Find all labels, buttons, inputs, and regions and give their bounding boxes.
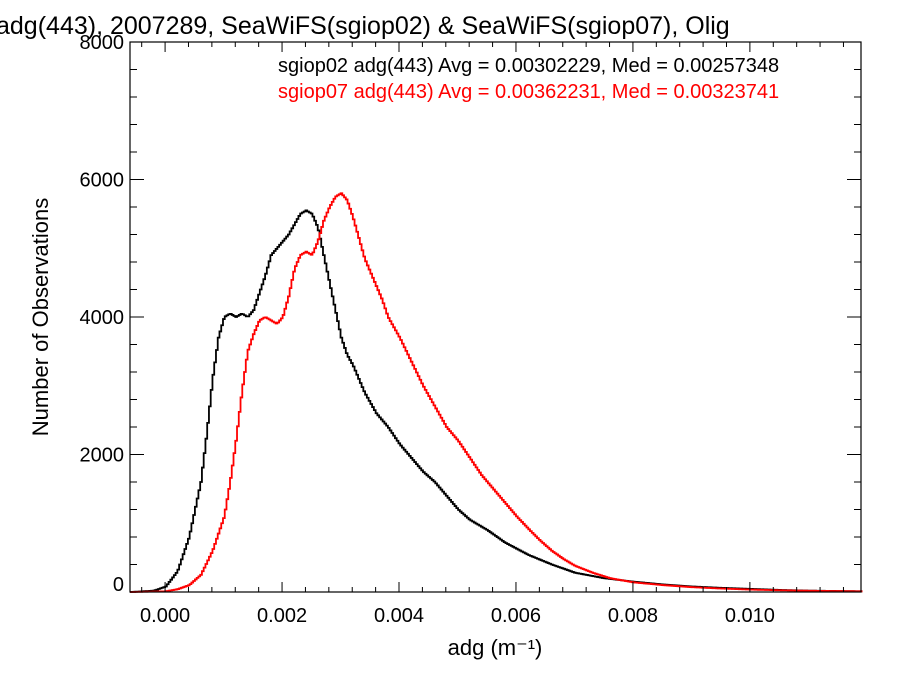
chart-title: adg(443), 2007289, SeaWiFS(sgiop02) & Se…	[0, 12, 730, 40]
legend-entry-sgiop07: sgiop07 adg(443) Avg = 0.00362231, Med =…	[278, 81, 779, 103]
y-tick-label: 6000	[80, 170, 125, 192]
x-axis-label: adg (m⁻¹)	[448, 635, 543, 660]
y-tick-label: 4000	[80, 307, 125, 329]
y-axis-ticks: 0 2000 4000 6000 8000	[80, 32, 861, 596]
series-line-sgiop07	[130, 192, 863, 593]
y-tick-label: 8000	[80, 32, 125, 54]
plot-lines	[130, 192, 863, 593]
x-tick-label: 0.000	[140, 605, 190, 627]
x-axis-ticks: 0.000 0.002 0.004 0.006 0.008 0.010	[140, 42, 844, 627]
x-tick-label: 0.006	[491, 605, 541, 627]
x-tick-label: 0.004	[374, 605, 424, 627]
legend-entry-sgiop02: sgiop02 adg(443) Avg = 0.00302229, Med =…	[278, 55, 779, 77]
y-axis-label: Number of Observations	[28, 198, 53, 436]
y-tick-label: 0	[113, 574, 124, 596]
x-tick-label: 0.002	[257, 605, 307, 627]
x-tick-label: 0.008	[608, 605, 658, 627]
y-tick-label: 2000	[80, 445, 125, 467]
x-tick-label: 0.010	[725, 605, 775, 627]
